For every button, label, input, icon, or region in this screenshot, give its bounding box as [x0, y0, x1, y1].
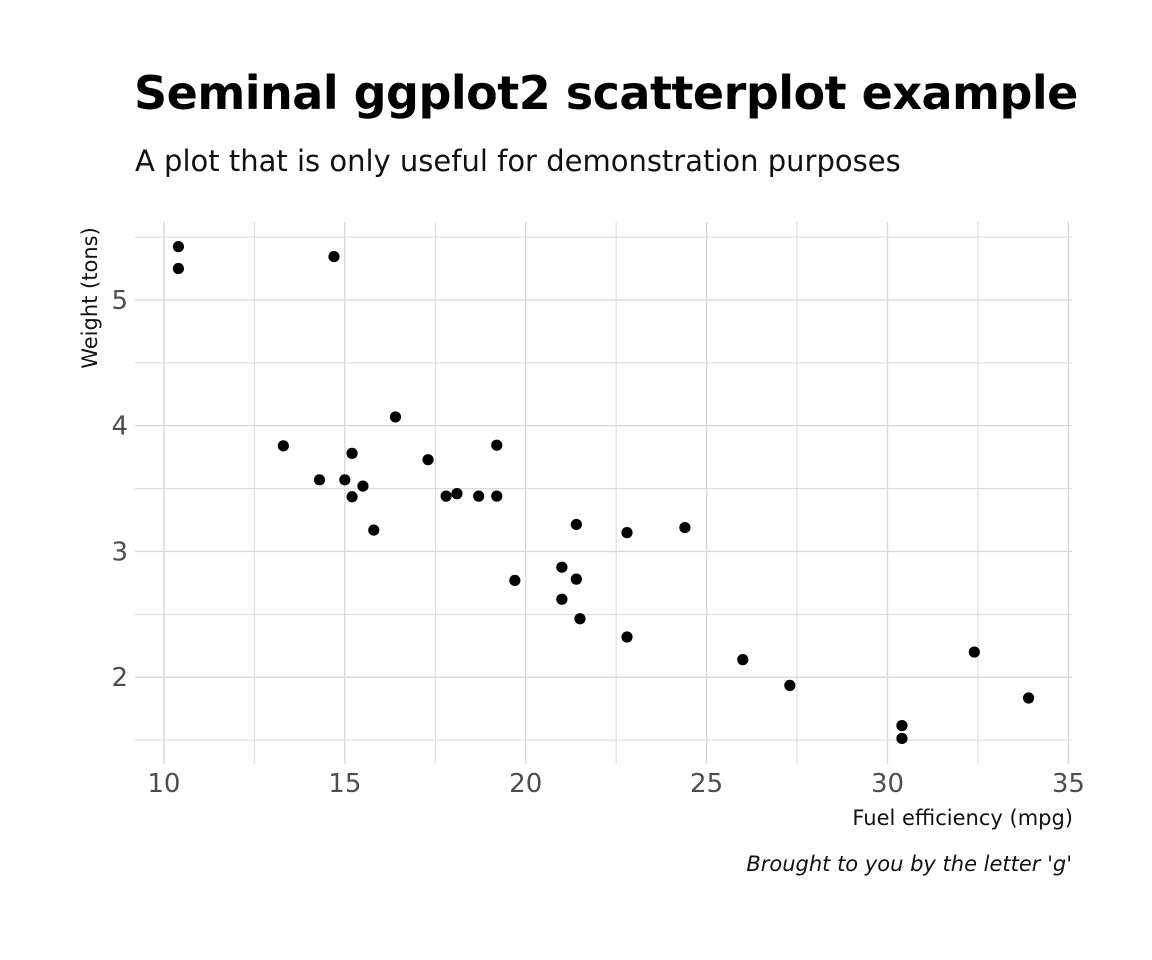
data-point [346, 447, 358, 459]
data-point [389, 411, 402, 423]
data-point [491, 439, 503, 451]
chart-subtitle: A plot that is only useful for demonstra… [135, 144, 901, 178]
x-tick-label: 10 [147, 769, 180, 799]
x-tick-label: 20 [509, 769, 542, 799]
data-point [509, 574, 521, 586]
data-point [968, 646, 980, 658]
data-point [491, 490, 503, 502]
data-point [172, 262, 185, 275]
data-point [172, 241, 185, 253]
data-point [277, 440, 289, 452]
data-point [328, 250, 340, 263]
x-tick-label: 15 [328, 769, 361, 799]
data-point [473, 490, 485, 502]
data-point [313, 474, 326, 486]
data-point [896, 720, 908, 732]
data-point [570, 518, 582, 531]
y-tick-label: 4 [111, 412, 128, 442]
chart-title: Seminal ggplot2 scatterplot example [134, 66, 1078, 120]
y-axis-tick-labels: 2 3 4 5 [111, 286, 128, 693]
minor-gridlines [135, 222, 1072, 764]
data-point [556, 593, 568, 605]
x-tick-label: 25 [690, 769, 723, 799]
data-point [556, 561, 568, 573]
data-point [346, 491, 358, 503]
data-point [574, 613, 586, 625]
chart-caption: Brought to you by the letter 'g' [746, 852, 1072, 876]
data-point [621, 631, 633, 643]
y-axis-title: Weight (tons) [78, 227, 102, 369]
data-point [440, 490, 452, 502]
y-tick-label: 2 [111, 663, 128, 693]
data-point [422, 454, 434, 466]
data-point [570, 573, 582, 585]
x-tick-label: 35 [1052, 769, 1085, 799]
data-point [621, 527, 633, 539]
data-point [679, 521, 691, 534]
x-tick-label: 30 [871, 769, 904, 799]
data-point [339, 474, 351, 486]
y-tick-label: 5 [111, 286, 128, 316]
data-point [737, 654, 749, 666]
major-gridlines [135, 222, 1072, 764]
y-tick-label: 3 [111, 537, 128, 567]
data-point [368, 524, 380, 536]
data-point [896, 732, 908, 745]
data-point [784, 679, 796, 692]
data-point [1022, 692, 1035, 704]
data-point [357, 480, 369, 492]
data-point [451, 488, 463, 500]
x-axis-tick-labels: 10 15 20 25 30 35 [147, 769, 1085, 799]
data-points [172, 241, 1035, 745]
x-axis-title: Fuel efficiency (mpg) [852, 806, 1073, 830]
